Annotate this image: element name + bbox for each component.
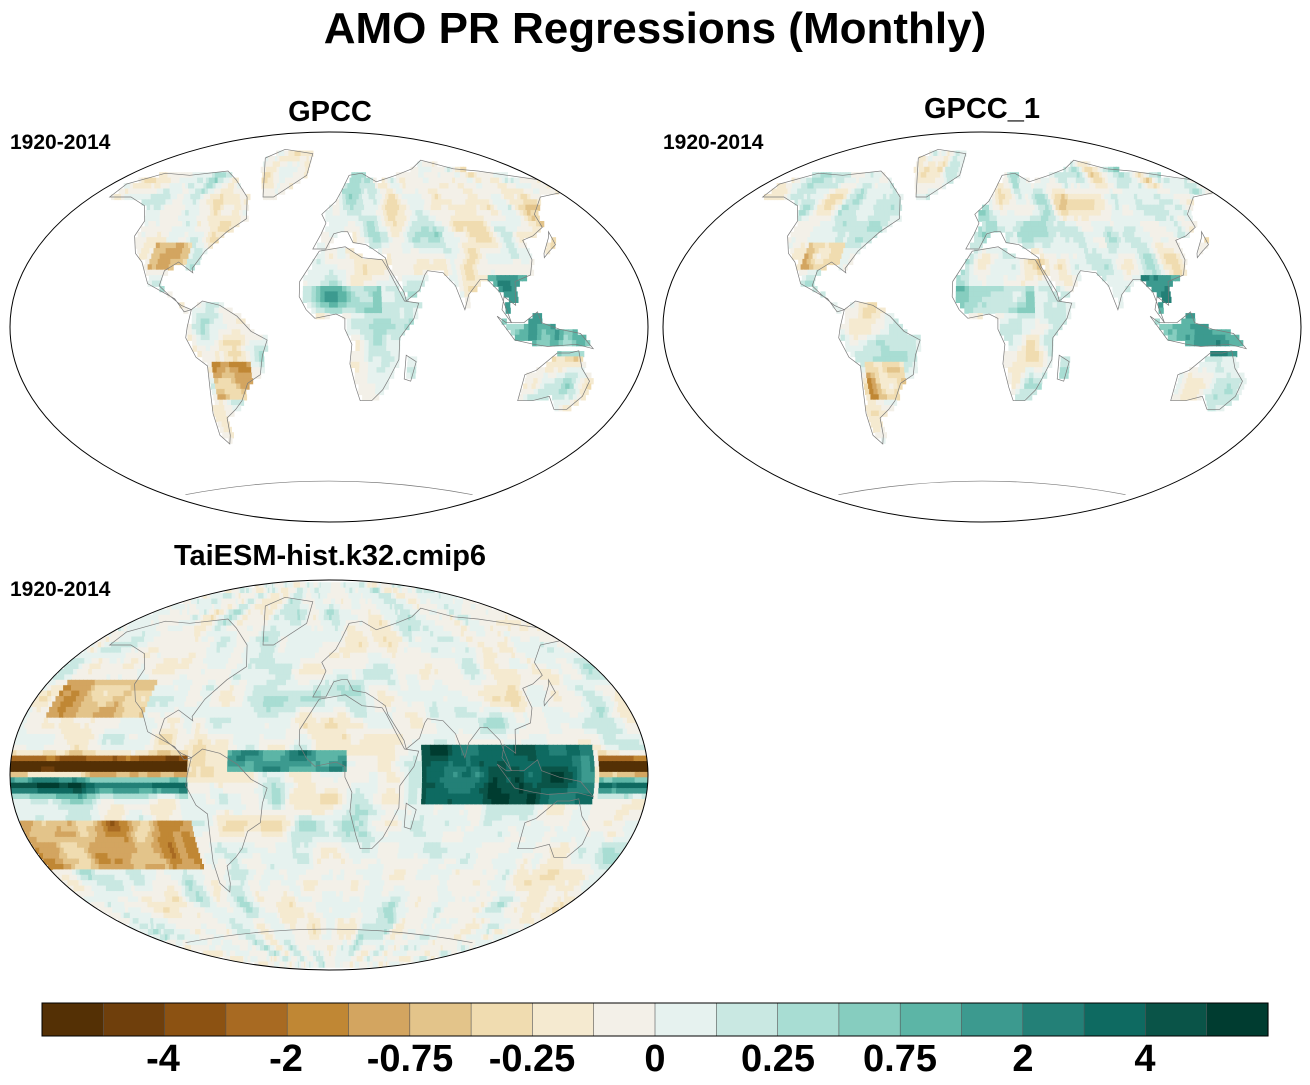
colorbar-cell <box>838 1002 901 1037</box>
colorbar-cell <box>1022 1002 1085 1037</box>
colorbar-cell <box>1145 1002 1208 1037</box>
colorbar-tick-label: -0.75 <box>366 1038 454 1080</box>
colorbar-tick-label: 0.75 <box>863 1038 937 1080</box>
page-title: AMO PR Regressions (Monthly) <box>323 4 987 53</box>
colorbar-cell <box>654 1002 717 1037</box>
colorbar-cell <box>593 1002 656 1037</box>
period-label-taiesm: 1920-2014 <box>10 578 111 601</box>
colorbar-cell <box>164 1002 227 1037</box>
panel-title-gpcc: GPCC <box>288 96 372 128</box>
colorbar-tick-label: 0.25 <box>741 1038 815 1080</box>
colorbar-tick-label: 0 <box>644 1038 666 1080</box>
map-panel-3 <box>9 579 649 971</box>
colorbar-tick-label: 2 <box>1012 1038 1034 1080</box>
colorbar-tick-label: -2 <box>269 1038 303 1080</box>
colorbar-cell <box>899 1002 963 1037</box>
colorbar-tick-label: 4 <box>1134 1038 1156 1080</box>
panel-title-gpcc-1: GPCC_1 <box>923 93 1041 125</box>
map-border <box>9 131 649 523</box>
colorbar-cell <box>1083 1002 1146 1037</box>
colorbar-cell <box>103 1002 166 1037</box>
colorbar-cell <box>777 1002 840 1037</box>
colorbar-cell <box>286 1002 350 1037</box>
colorbar-cell <box>348 1002 411 1037</box>
map-border <box>662 131 1302 523</box>
colorbar-tick-label: -0.25 <box>488 1038 576 1080</box>
colorbar-cell <box>470 1002 534 1037</box>
colorbar <box>41 1002 1269 1037</box>
colorbar-cell <box>961 1002 1024 1037</box>
colorbar-cell <box>715 1002 779 1037</box>
panel-title-taiesm: TaiESM-hist.k32.cmip6 <box>173 540 487 572</box>
colorbar-cell <box>41 1002 104 1037</box>
period-label-gpcc: 1920-2014 <box>10 131 111 154</box>
colorbar-cell <box>1206 1002 1269 1037</box>
period-label-gpcc-1: 1920-2014 <box>663 131 764 154</box>
map-panel-1 <box>9 131 649 523</box>
colorbar-cell <box>225 1002 288 1037</box>
colorbar-cell <box>532 1002 595 1037</box>
colorbar-tick-label: -4 <box>146 1038 180 1080</box>
map-border <box>9 579 649 971</box>
map-panel-2 <box>662 131 1302 523</box>
colorbar-cell <box>409 1002 472 1037</box>
